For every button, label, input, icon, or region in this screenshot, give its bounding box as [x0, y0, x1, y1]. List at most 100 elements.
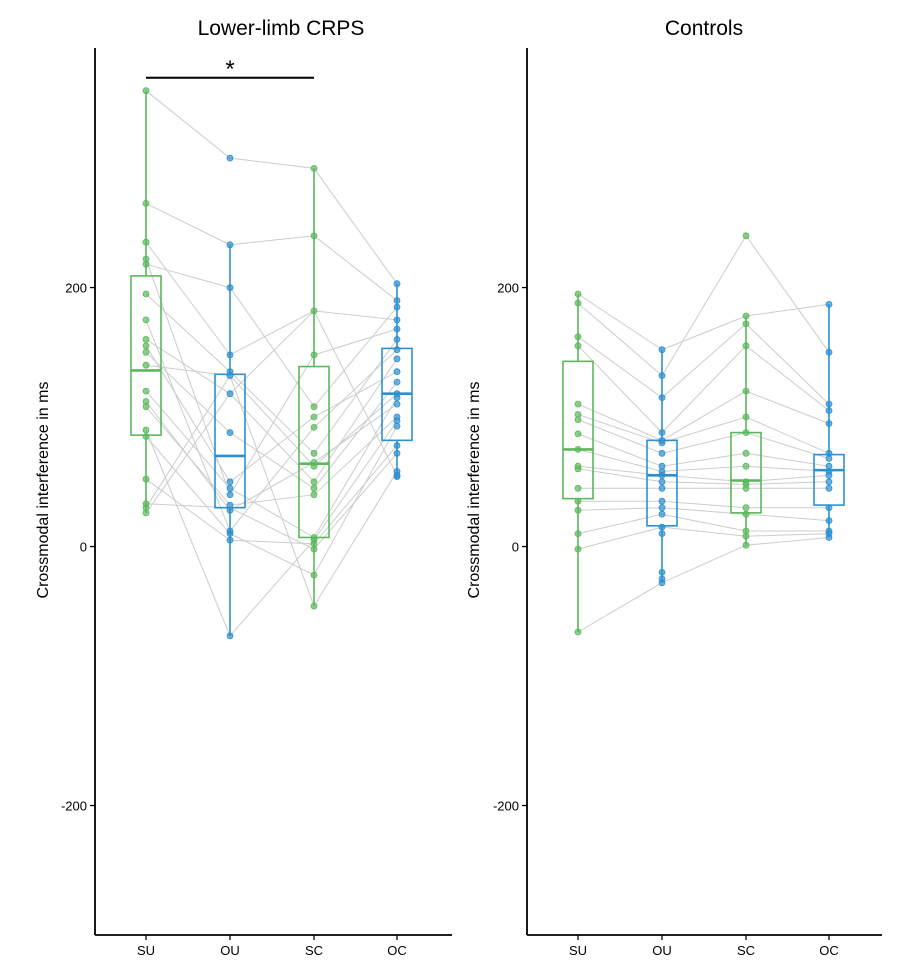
data-point: [658, 346, 666, 354]
data-point: [825, 400, 833, 408]
subject-line: [577, 537, 830, 633]
data-point: [142, 342, 150, 350]
data-point: [742, 429, 750, 437]
data-point: [658, 497, 666, 505]
data-point: [658, 569, 666, 576]
data-point: [142, 335, 150, 343]
data-point: [742, 342, 750, 350]
data-point: [658, 429, 666, 437]
data-point: [742, 320, 750, 328]
subject-line: [577, 345, 830, 434]
data-point: [574, 299, 582, 307]
data-point: [310, 232, 318, 240]
panel-title: Lower-limb CRPS: [198, 17, 365, 40]
data-point: [393, 280, 401, 288]
subject-line: [145, 364, 398, 467]
subject-line: [578, 500, 829, 509]
data-point: [574, 506, 582, 514]
subject-line: [577, 323, 830, 405]
panel-lower-limb-crps: Lower-limb CRPS Crossmodal interference …: [35, 17, 452, 958]
subject-line: [145, 241, 398, 356]
data-point: [310, 423, 318, 431]
subject-line: [145, 90, 398, 284]
subject-line: [577, 433, 830, 467]
data-point: [825, 478, 833, 486]
points-su: [574, 290, 582, 636]
data-point: [825, 471, 833, 479]
data-point: [742, 387, 750, 395]
x-tick-label: SC: [737, 943, 755, 958]
points-sc: [742, 232, 750, 549]
data-point: [393, 335, 401, 343]
data-point: [226, 484, 234, 492]
data-point: [825, 504, 833, 512]
data-point: [310, 478, 318, 486]
data-point: [393, 316, 401, 324]
y-tick-label: -200: [493, 799, 519, 814]
subject-line: [577, 465, 830, 483]
x-tick-label: OC: [387, 943, 407, 958]
data-point: [226, 632, 234, 640]
subject-line: [577, 513, 829, 535]
data-point: [574, 530, 582, 537]
data-point: [393, 378, 401, 386]
data-point: [393, 400, 401, 408]
data-point: [142, 290, 150, 298]
data-point: [574, 445, 582, 453]
data-point: [825, 407, 833, 415]
data-point: [393, 473, 401, 481]
y-axis-title: Crossmodal interference in ms: [466, 382, 483, 599]
data-point: [142, 403, 150, 411]
subject-line: [145, 445, 398, 545]
data-point: [310, 351, 318, 359]
data-point: [142, 475, 150, 483]
subject-line: [145, 293, 398, 455]
data-point: [226, 478, 234, 486]
data-point: [226, 491, 234, 499]
data-point: [226, 536, 234, 544]
subject-line: [577, 414, 830, 454]
subject-line: [577, 507, 830, 522]
data-point: [310, 462, 318, 470]
panel-controls: Controls Crossmodal interference in ms -…: [466, 17, 882, 958]
points-su: [142, 87, 150, 517]
data-point: [574, 416, 582, 424]
data-point: [742, 504, 750, 512]
data-point: [742, 541, 750, 549]
y-tick-label: 0: [80, 540, 87, 555]
points-ou: [226, 154, 234, 640]
points-sc: [310, 164, 318, 610]
x-tick-label: OU: [220, 943, 240, 958]
data-point: [226, 372, 234, 380]
data-point: [310, 307, 318, 315]
data-point: [142, 426, 150, 434]
y-tick-label: -200: [61, 799, 87, 814]
subject-line: [145, 374, 398, 608]
data-point: [393, 346, 401, 354]
box-su: [130, 90, 162, 513]
data-point: [226, 429, 234, 437]
subject-lines: [145, 90, 398, 637]
data-point: [142, 87, 150, 95]
data-point: [742, 510, 750, 518]
data-point: [574, 497, 582, 505]
y-tick-label: 0: [512, 540, 519, 555]
data-point: [825, 420, 833, 427]
subject-line: [145, 310, 398, 514]
data-point: [226, 390, 234, 398]
data-point: [142, 361, 150, 369]
data-point: [574, 333, 582, 341]
data-point: [658, 439, 666, 447]
data-point: [393, 355, 401, 363]
data-point: [658, 478, 666, 486]
data-point: [226, 351, 234, 359]
data-point: [574, 342, 582, 350]
data-point: [393, 442, 401, 449]
data-point: [658, 523, 666, 531]
data-point: [825, 517, 833, 524]
data-point: [658, 579, 666, 587]
data-point: [742, 413, 750, 421]
data-point: [226, 154, 234, 162]
subject-line: [145, 351, 398, 489]
